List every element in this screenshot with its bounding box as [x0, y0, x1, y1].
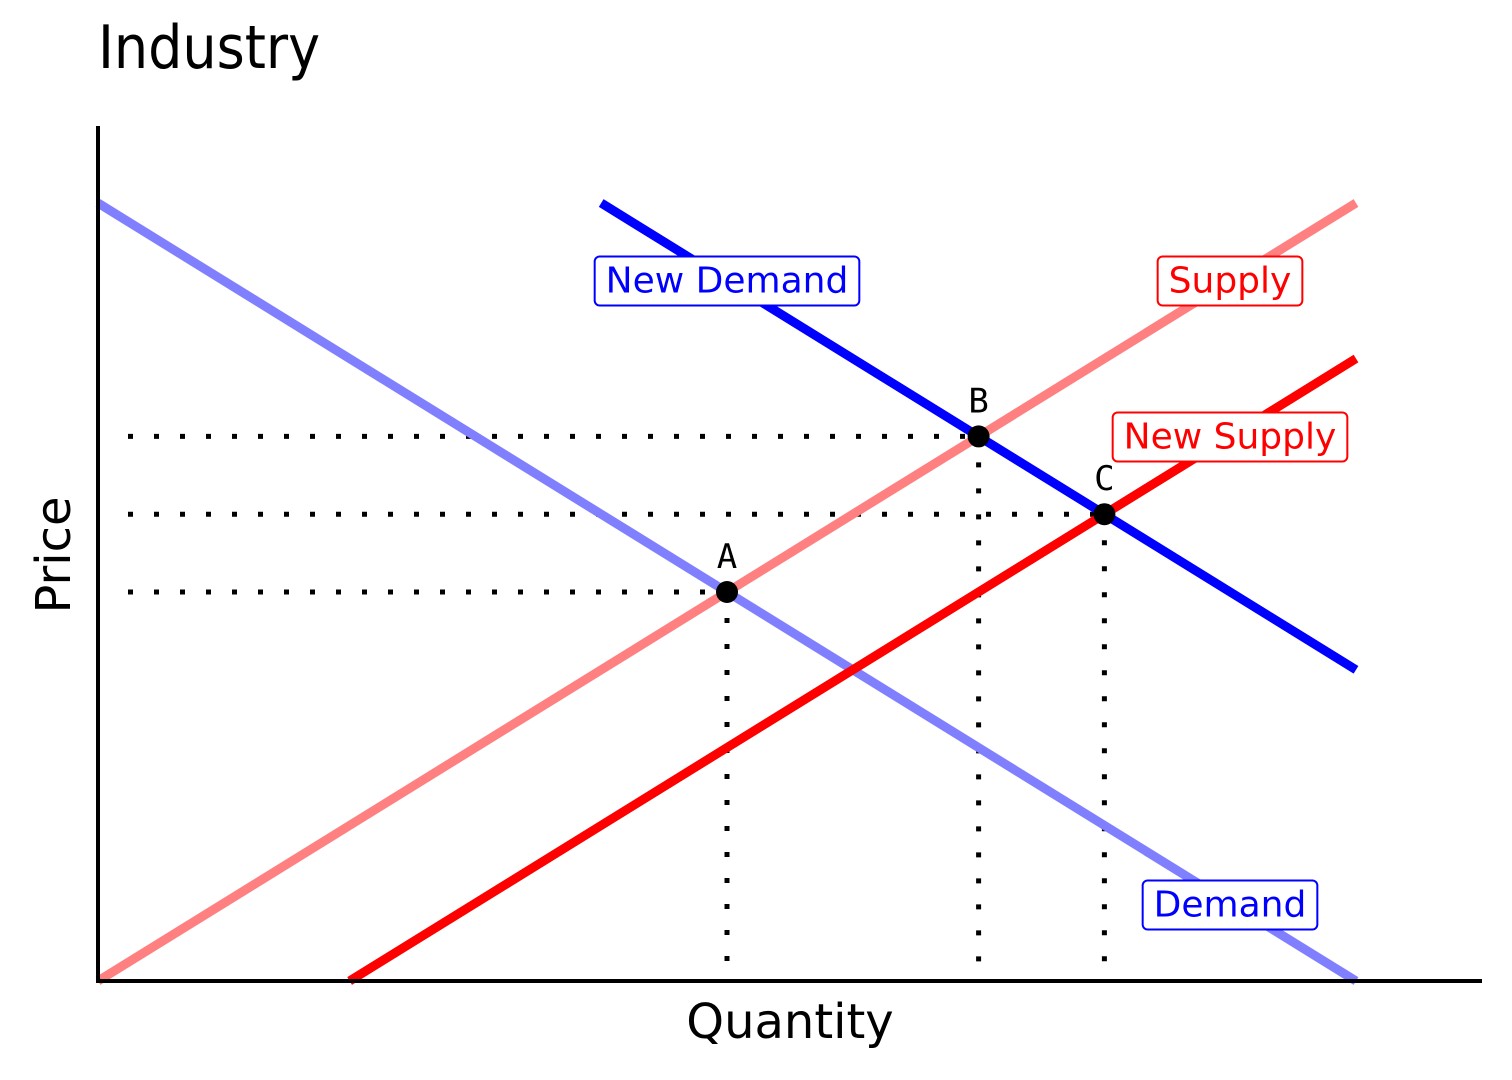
- new-demand-label: New Demand: [606, 261, 849, 302]
- new-supply-label-box: New Supply: [1111, 411, 1349, 463]
- guide-lines: [128, 433, 1107, 981]
- point-label-a: A: [717, 537, 737, 577]
- chart-title: Industry: [98, 13, 321, 83]
- demand-label-box: Demand: [1141, 879, 1319, 931]
- demand-label: Demand: [1154, 885, 1307, 926]
- curve-labels: Demand Supply New Demand New Supply: [593, 255, 1349, 931]
- supply-label: Supply: [1169, 261, 1292, 302]
- demand-label-frame: [1141, 879, 1319, 931]
- supply-label-box: Supply: [1156, 255, 1304, 307]
- point-label-c: C: [1094, 459, 1114, 499]
- point-b: [967, 425, 990, 448]
- new-demand-label-box: New Demand: [593, 255, 861, 307]
- axes: [96, 126, 1482, 983]
- point-a: [716, 581, 738, 603]
- new-supply-label: New Supply: [1124, 417, 1337, 458]
- point-c: [1093, 503, 1116, 526]
- new-supply-label-frame: [1111, 411, 1349, 463]
- point-label-b: B: [968, 381, 988, 421]
- new-demand-label-frame: [593, 255, 861, 307]
- y-axis-label: Price: [26, 496, 82, 613]
- supply-label-frame: [1156, 255, 1304, 307]
- equilibrium-points: A B C: [716, 381, 1116, 603]
- x-axis-label: Quantity: [686, 994, 893, 1050]
